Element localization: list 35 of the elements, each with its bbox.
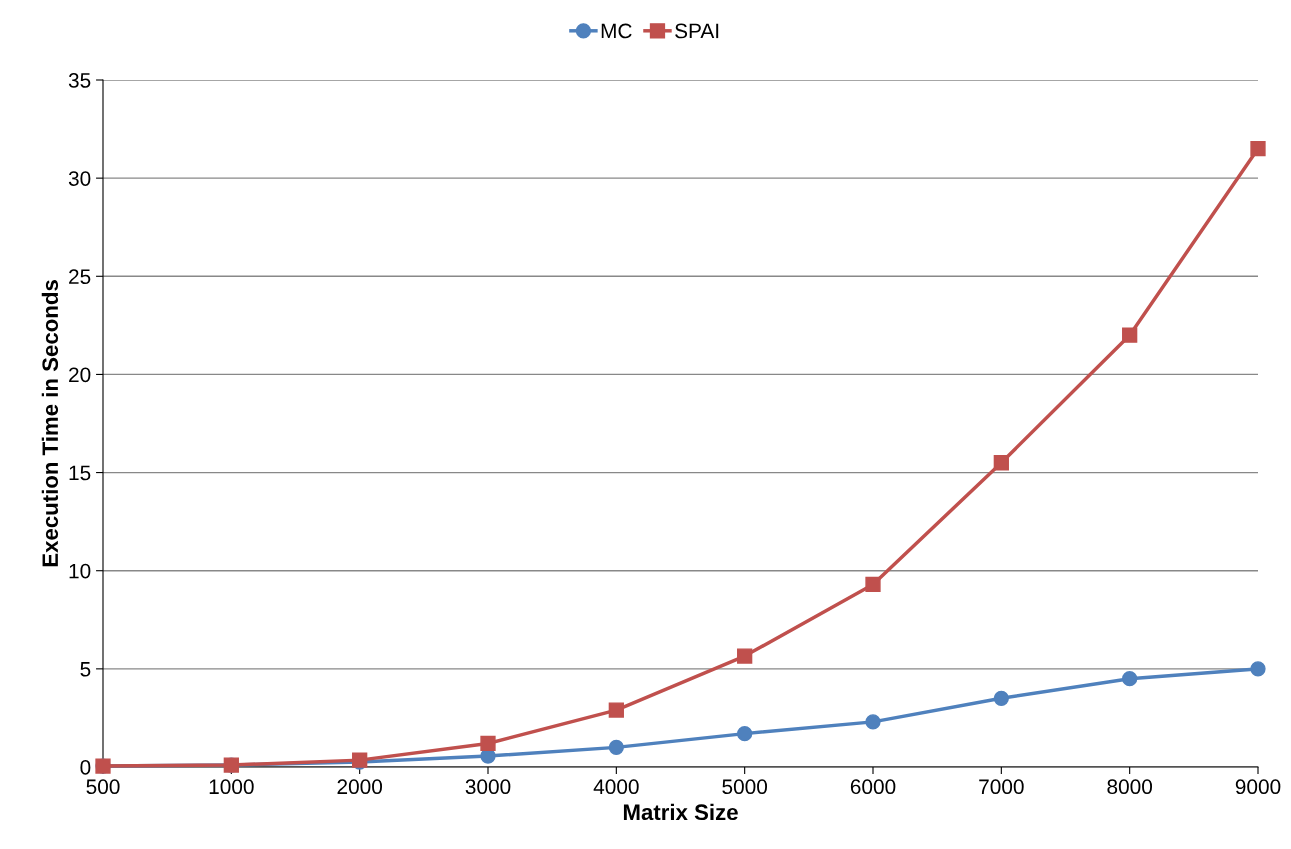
y-tick-label: 35 <box>68 73 91 88</box>
point <box>1250 661 1266 677</box>
point <box>737 648 753 664</box>
y-tick-label: 10 <box>69 563 91 579</box>
y-tick-label: 5 <box>80 662 91 677</box>
legend-label: SPAI <box>675 23 719 39</box>
y-axis-title: Execution Time in Seconds <box>41 280 59 567</box>
point <box>608 739 624 756</box>
point <box>993 455 1009 471</box>
legend-label: MC <box>601 23 632 39</box>
x-tick-label: 4000 <box>593 779 639 795</box>
x-tick-label: 500 <box>86 779 120 795</box>
point <box>993 690 1009 706</box>
point <box>737 725 753 742</box>
x-tick-label: 7000 <box>979 779 1024 795</box>
x-tick-label: 2000 <box>337 779 383 795</box>
y-tick-label: 20 <box>69 367 91 383</box>
point <box>608 702 624 718</box>
x-tick-label: 3000 <box>465 779 511 795</box>
x-tick-label: 8000 <box>1107 779 1153 795</box>
y-tick-label: 30 <box>68 171 91 186</box>
y-tick-label: 25 <box>69 269 91 285</box>
x-tick-label: 1000 <box>209 779 254 795</box>
point <box>1122 671 1138 687</box>
point <box>1250 141 1266 157</box>
x-axis-title: Matrix Size <box>623 803 738 821</box>
point <box>865 714 881 730</box>
y-tick-label: 15 <box>69 465 91 481</box>
x-tick-label: 5000 <box>722 779 768 795</box>
y-tick-label: 0 <box>80 760 91 775</box>
x-tick-label: 9000 <box>1235 779 1281 795</box>
point <box>1122 327 1138 343</box>
x-tick-label: 6000 <box>850 779 896 795</box>
point <box>865 576 881 593</box>
point <box>480 735 496 752</box>
